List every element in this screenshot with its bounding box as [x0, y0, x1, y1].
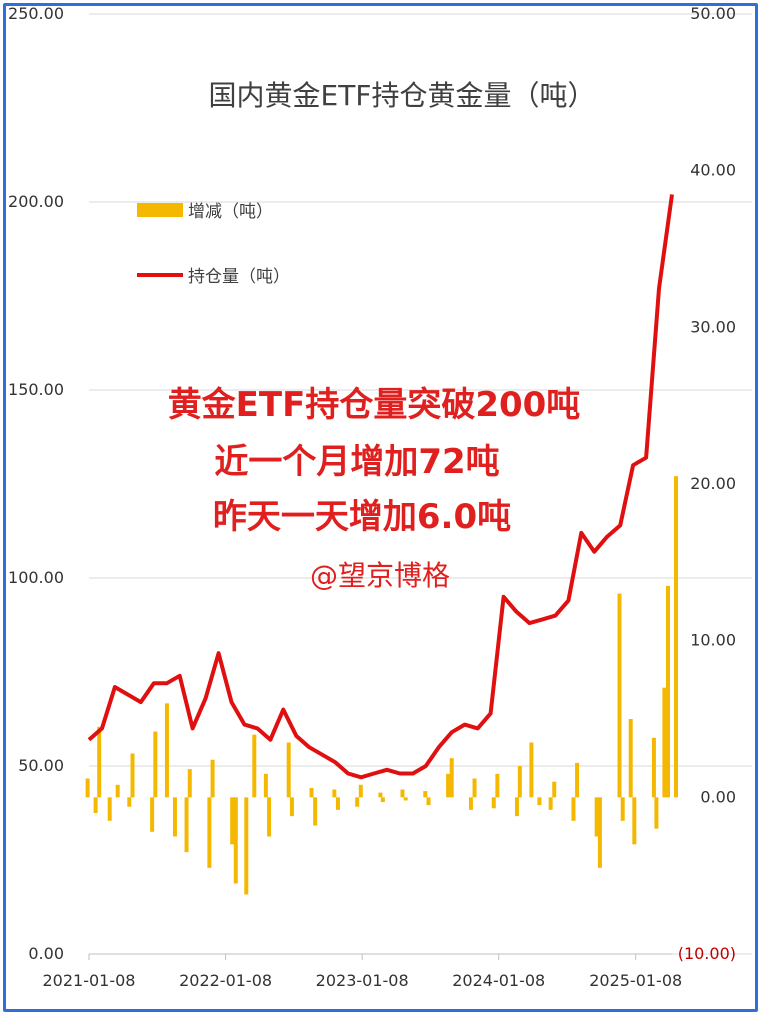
change-bar	[130, 753, 135, 798]
change-bar	[355, 797, 360, 807]
change-bar	[184, 797, 189, 853]
change-bar	[252, 734, 257, 798]
change-bar	[446, 773, 451, 798]
x-tick-label: 2025-01-08	[589, 971, 682, 990]
change-bar	[207, 797, 212, 868]
change-bar	[164, 703, 169, 798]
change-bar	[127, 797, 132, 807]
change-bar	[632, 797, 637, 845]
change-bar	[230, 797, 235, 845]
right-tick-label: 10.00	[690, 631, 736, 650]
change-bar	[150, 797, 155, 832]
change-bar	[674, 476, 678, 798]
x-tick-label: 2024-01-08	[452, 971, 545, 990]
change-bar	[597, 797, 602, 868]
change-bar	[662, 687, 667, 798]
change-bar	[313, 797, 318, 826]
annotation-line-1: 黄金ETF持仓量突破200吨	[168, 385, 581, 425]
right-tick-label: 40.00	[690, 161, 736, 180]
change-bar	[426, 797, 431, 806]
left-tick-label: 150.00	[8, 380, 64, 399]
change-bar	[400, 789, 405, 798]
change-bar	[529, 742, 534, 798]
change-bar	[468, 797, 473, 810]
change-bar	[172, 797, 177, 837]
right-tick-label: 30.00	[690, 317, 736, 336]
change-bar	[575, 762, 580, 798]
change-bar	[115, 784, 120, 798]
x-axis: 2021-01-08 2022-01-08 2023-01-08 2024-01-08…	[43, 953, 682, 990]
x-tick-label: 2021-01-08	[43, 971, 136, 990]
change-bar	[335, 797, 340, 810]
change-bar	[449, 758, 454, 798]
change-bar	[267, 797, 272, 837]
change-bar	[628, 719, 633, 798]
right-axis: (10.00) 0.00 10.00 20.00 30.00 40.00 50.00	[678, 4, 736, 963]
change-bar	[548, 797, 553, 810]
holdings-series-line	[87, 194, 674, 780]
x-tick-label: 2023-01-08	[316, 971, 409, 990]
change-bar	[491, 797, 496, 809]
legend-label-line: 持仓量（吨）	[188, 267, 290, 287]
change-bar	[85, 778, 90, 798]
change-bar	[514, 797, 519, 817]
change-bar	[651, 737, 656, 798]
change-bar	[93, 797, 98, 813]
left-axis: 0.00 50.00 100.00 150.00 200.00 250.00	[8, 4, 64, 963]
change-bar	[309, 787, 314, 798]
change-bar	[358, 784, 363, 798]
left-tick-label: 100.00	[8, 568, 64, 587]
watermark-text: @望京博格	[310, 559, 450, 592]
change-bar	[423, 791, 428, 798]
legend-label-bar: 增减（吨）	[188, 202, 273, 222]
change-bar	[472, 778, 477, 798]
change-bar	[594, 797, 599, 837]
left-tick-label: 50.00	[18, 756, 64, 775]
left-tick-label: 200.00	[8, 192, 64, 211]
change-bar	[97, 726, 102, 798]
change-bar	[654, 797, 659, 829]
change-bar	[286, 742, 291, 798]
change-bar	[233, 797, 238, 884]
change-bar	[263, 773, 268, 798]
change-bar	[517, 766, 522, 798]
change-bar	[552, 781, 557, 798]
chart-frame	[3, 3, 758, 1012]
change-bar	[153, 731, 158, 798]
right-tick-label: 50.00	[690, 4, 736, 23]
change-bar	[571, 797, 576, 821]
change-bar	[380, 797, 385, 803]
change-bar	[666, 585, 670, 798]
change-bar	[244, 797, 249, 895]
change-bar	[537, 797, 542, 806]
change-bar	[289, 797, 294, 817]
change-bars	[85, 476, 678, 895]
change-bar	[617, 593, 622, 798]
change-bar	[403, 797, 408, 801]
left-tick-label: 0.00	[28, 944, 64, 963]
change-bar	[495, 773, 500, 798]
right-tick-label: 0.00	[700, 787, 736, 806]
change-bar	[210, 759, 215, 798]
change-bar	[332, 789, 337, 798]
right-tick-label: (10.00)	[678, 944, 736, 963]
right-tick-label: 20.00	[690, 474, 736, 493]
annotation-line-3: 昨天一天增加6.0吨	[213, 497, 511, 537]
change-bar	[107, 797, 112, 821]
change-bar	[378, 792, 383, 798]
annotation-line-2: 近一个月增加72吨	[214, 442, 499, 482]
chart-title: 国内黄金ETF持仓黄金量（吨）	[209, 79, 596, 112]
change-bar	[620, 797, 625, 821]
holdings-line	[87, 194, 674, 780]
legend-swatch-bar	[137, 203, 183, 217]
change-bar	[187, 769, 192, 798]
x-tick-label: 2022-01-08	[179, 971, 272, 990]
left-tick-label: 250.00	[8, 4, 64, 23]
